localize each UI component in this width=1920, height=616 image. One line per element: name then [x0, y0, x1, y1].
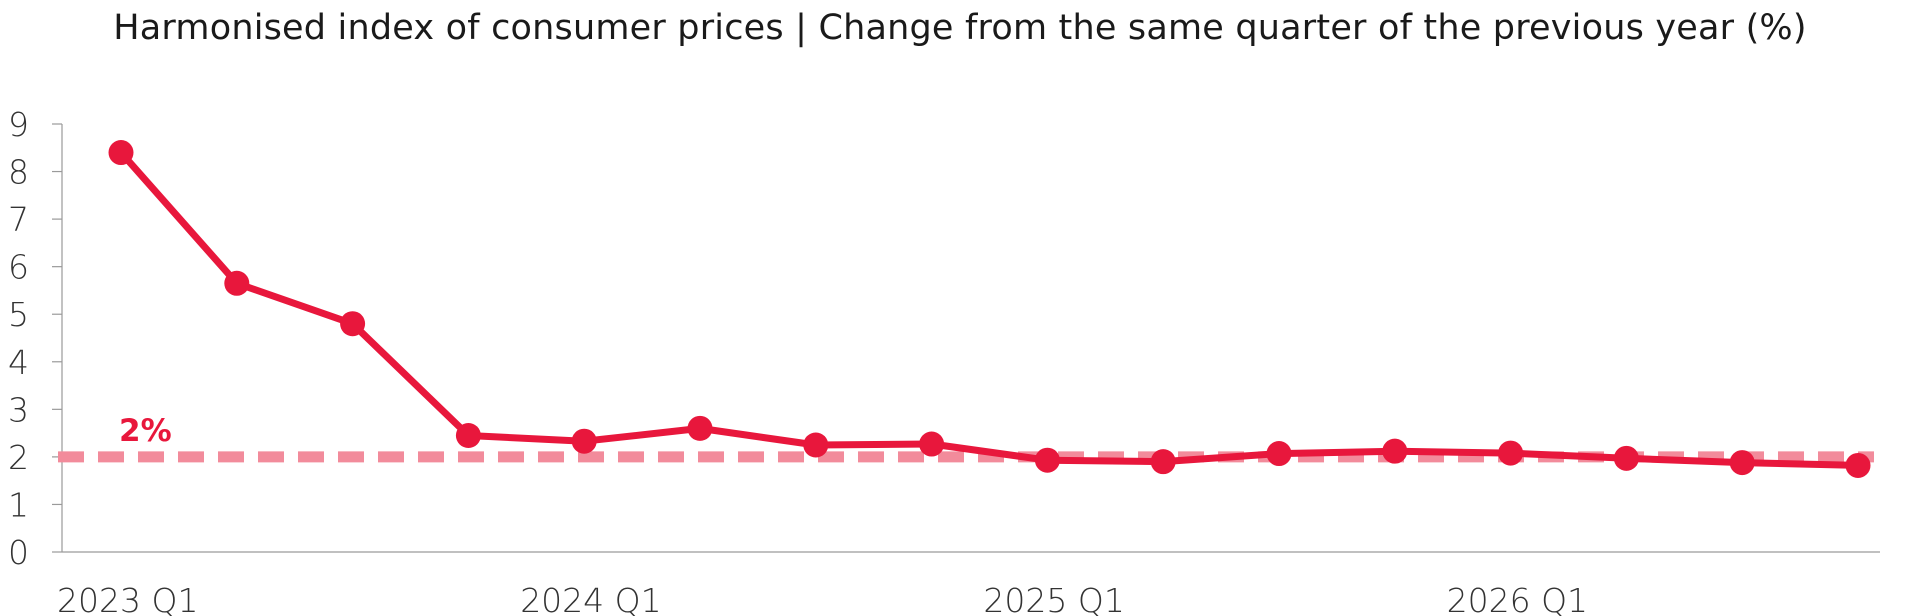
data-point [919, 431, 945, 457]
data-point [571, 428, 597, 454]
data-point [1729, 450, 1755, 476]
x-tick-label: 2023 Q1 [57, 581, 198, 616]
data-point [224, 270, 250, 296]
data-point [1498, 440, 1524, 466]
y-tick-label: 6 [8, 248, 29, 287]
data-point [455, 422, 481, 448]
x-tick-label: 2026 Q1 [1447, 581, 1588, 616]
reference-line-label: 2% [119, 413, 172, 449]
data-point [687, 415, 713, 441]
y-tick-label: 8 [8, 153, 29, 192]
data-point [1034, 447, 1060, 473]
data-point [1845, 452, 1871, 478]
axes-group: 0 1 2 3 4 5 6 7 8 9 2023 Q1 2024 Q1 2025 Q1 2026 Q1 [8, 105, 1880, 616]
data-point [340, 311, 366, 337]
series-group [108, 140, 1871, 478]
y-tick-label: 5 [8, 295, 29, 334]
data-point [108, 140, 134, 166]
data-point [1266, 441, 1292, 467]
data-point [803, 432, 829, 458]
y-tick-label: 2 [8, 438, 29, 477]
series-line-hicp [117, 149, 1862, 469]
y-tick-label: 7 [8, 200, 29, 239]
y-tick-label: 9 [8, 105, 29, 144]
reference-line-group: 2% [58, 413, 1874, 463]
y-tick-label: 0 [8, 533, 29, 572]
data-point [1382, 438, 1408, 464]
y-tick-label: 3 [8, 390, 29, 429]
y-tick-label: 4 [8, 343, 29, 382]
data-point [1613, 445, 1639, 471]
x-tick-label: 2025 Q1 [983, 581, 1124, 616]
y-tick-label: 1 [8, 485, 29, 524]
data-point [1150, 449, 1176, 475]
x-tick-label: 2024 Q1 [520, 581, 661, 616]
chart-title: Harmonised index of consumer prices | Ch… [113, 8, 1807, 48]
